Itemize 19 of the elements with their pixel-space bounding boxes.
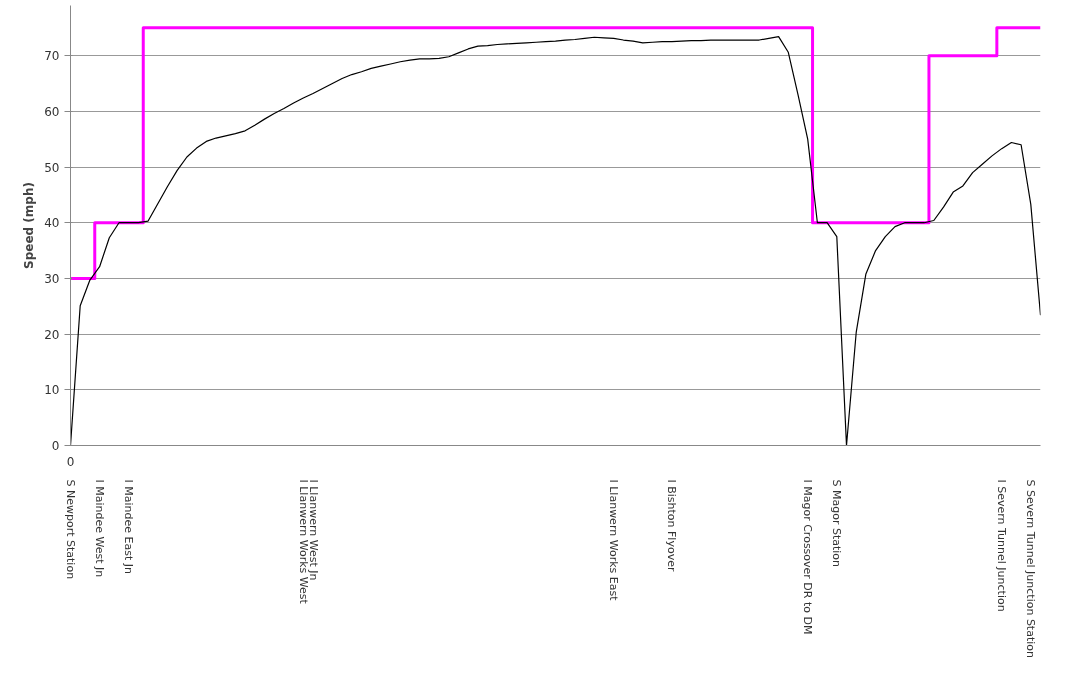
x-tick-label: I Severn Tunnel Junction	[995, 479, 1009, 612]
y-tick-label: 70	[44, 49, 60, 64]
x-tick-label: I Llanwern Works East	[607, 479, 621, 602]
y-tick-label: 20	[44, 327, 60, 342]
x-tick-label: I Magor Crossover DR to DM	[801, 479, 815, 635]
y-tick-label: 10	[44, 383, 60, 398]
y-tick-label: 0	[51, 439, 60, 453]
x-tick-label: S Severn Tunnel Junction Station	[1024, 479, 1038, 659]
y-tick-label: 50	[44, 160, 60, 175]
y-tick-label: 60	[44, 104, 60, 119]
y-tick-label: 30	[44, 271, 60, 286]
text: 0	[66, 454, 75, 469]
x-tick-label: I Bishton Flyover	[665, 479, 679, 572]
x-tick-label: S Newport Station	[64, 479, 77, 580]
y-tick-label: 40	[44, 216, 60, 231]
x-tick-label: S Magor Station	[830, 479, 844, 568]
x-tick-label: I Maindee East Jn	[122, 479, 136, 574]
x-tick-label: I Maindee West Jn	[93, 479, 107, 578]
y-axis-title: Speed (mph)	[22, 182, 37, 269]
